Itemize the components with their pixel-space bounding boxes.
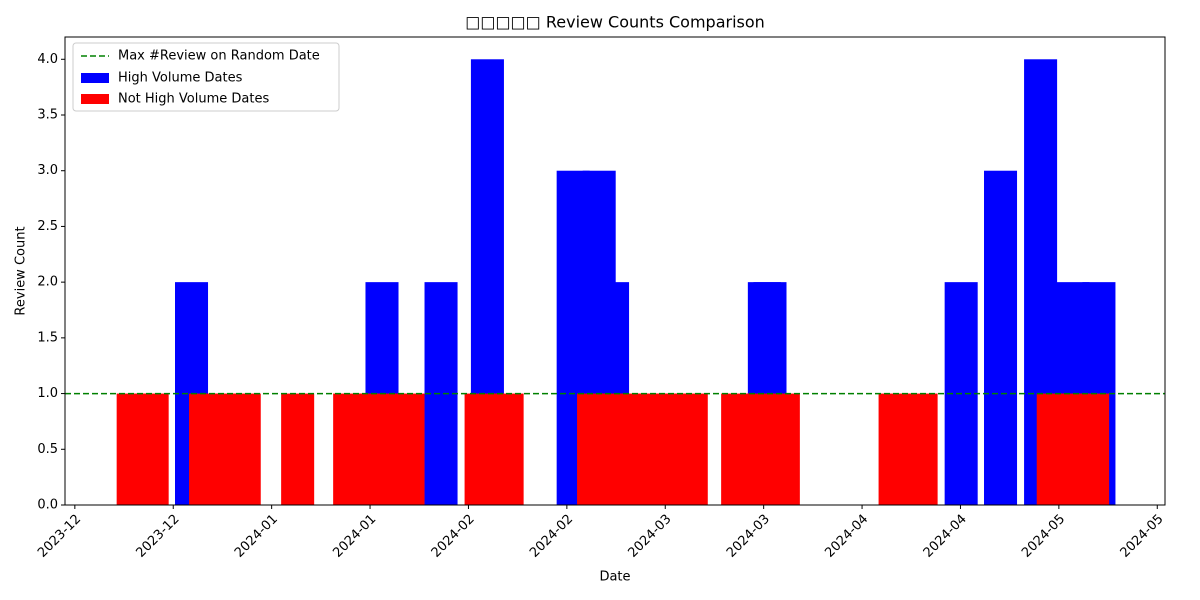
- bar: [766, 393, 800, 505]
- legend-swatch: [81, 73, 109, 83]
- bar: [227, 393, 261, 505]
- bar: [391, 393, 425, 505]
- legend-box: [72, 42, 340, 112]
- x-tick-label: 2024-05: [1118, 512, 1167, 561]
- y-tick-label: 2.0: [37, 275, 58, 290]
- x-tick-label: 2023-12: [35, 512, 84, 561]
- y-tick-label: 0.5: [37, 442, 58, 457]
- y-tick-label: 0.0: [37, 498, 58, 513]
- bar: [135, 393, 169, 505]
- plot-frame: [64, 36, 1166, 506]
- y-tick-label: 2.5: [37, 219, 58, 234]
- y-tick-label: 1.5: [37, 330, 58, 345]
- x-tick-label: 2024-02: [527, 512, 576, 561]
- y-tick-label: 4.0: [37, 52, 58, 67]
- legend-label: Max #Review on Random Date: [118, 49, 320, 64]
- chart-title: □□□□□ Review Counts Comparison: [465, 13, 765, 32]
- legend-label: Not High Volume Dates: [118, 92, 269, 107]
- bar: [674, 393, 708, 505]
- x-tick-label: 2024-04: [921, 512, 970, 561]
- legend-label: High Volume Dates: [118, 71, 243, 86]
- x-tick-label: 2024-05: [1019, 512, 1068, 561]
- x-axis-label: Date: [599, 570, 630, 585]
- bar: [1076, 393, 1110, 505]
- bar: [984, 170, 1018, 505]
- bar: [490, 393, 524, 505]
- x-tick-label: 2024-01: [330, 512, 379, 561]
- x-tick-label: 2024-02: [429, 512, 478, 561]
- x-tick-label: 2024-01: [232, 512, 281, 561]
- x-tick-label: 2024-03: [724, 512, 773, 561]
- y-tick-label: 1.0: [37, 386, 58, 401]
- bar: [281, 393, 315, 505]
- y-tick-label: 3.5: [37, 108, 58, 123]
- legend-swatch: [81, 94, 109, 104]
- x-tick-label: 2024-04: [822, 512, 871, 561]
- x-tick-label: 2023-12: [134, 512, 183, 561]
- x-tick-label: 2024-03: [626, 512, 675, 561]
- y-tick-label: 3.0: [37, 163, 58, 178]
- bar: [904, 393, 938, 505]
- y-axis-label: Review Count: [14, 226, 29, 315]
